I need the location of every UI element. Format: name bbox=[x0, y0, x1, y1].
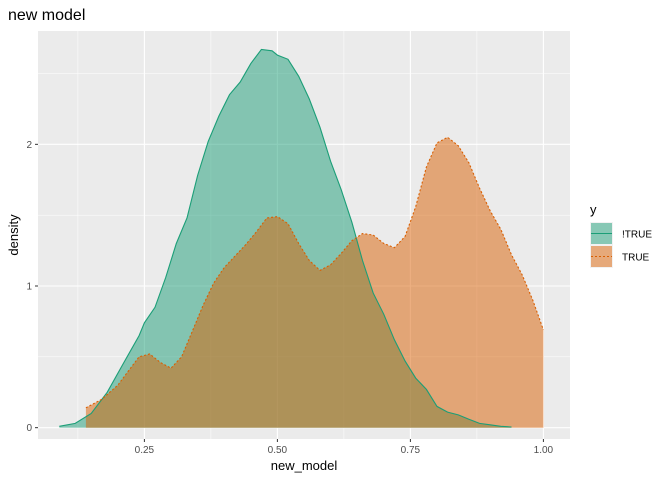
x-tick-label: 0.25 bbox=[135, 445, 155, 456]
legend: y !TRUE TRUE bbox=[590, 202, 652, 268]
y-axis-title: density bbox=[6, 214, 21, 256]
x-tick-label: 0.50 bbox=[268, 445, 288, 456]
legend-key-fill bbox=[591, 246, 612, 267]
y-axis-ticks: 0 1 2 bbox=[26, 140, 38, 434]
x-axis-ticks: 0.25 0.50 0.75 1.00 bbox=[135, 439, 554, 456]
density-areas bbox=[59, 49, 544, 428]
x-tick-label: 1.00 bbox=[534, 445, 554, 456]
density-lines bbox=[59, 48, 544, 428]
legend-label: !TRUE bbox=[622, 230, 652, 241]
y-tick-label: 2 bbox=[26, 140, 32, 151]
legend-title: y bbox=[590, 202, 597, 217]
density-area-true bbox=[85, 137, 544, 428]
x-axis-title: new_model bbox=[271, 458, 338, 473]
x-tick-label: 0.75 bbox=[401, 445, 421, 456]
density-line-true bbox=[85, 136, 544, 409]
y-tick-label: 1 bbox=[26, 282, 32, 293]
legend-label: TRUE bbox=[622, 253, 650, 264]
density-line-not-true bbox=[59, 48, 512, 428]
chart-title: new model bbox=[8, 7, 85, 24]
y-tick-label: 0 bbox=[26, 423, 32, 434]
